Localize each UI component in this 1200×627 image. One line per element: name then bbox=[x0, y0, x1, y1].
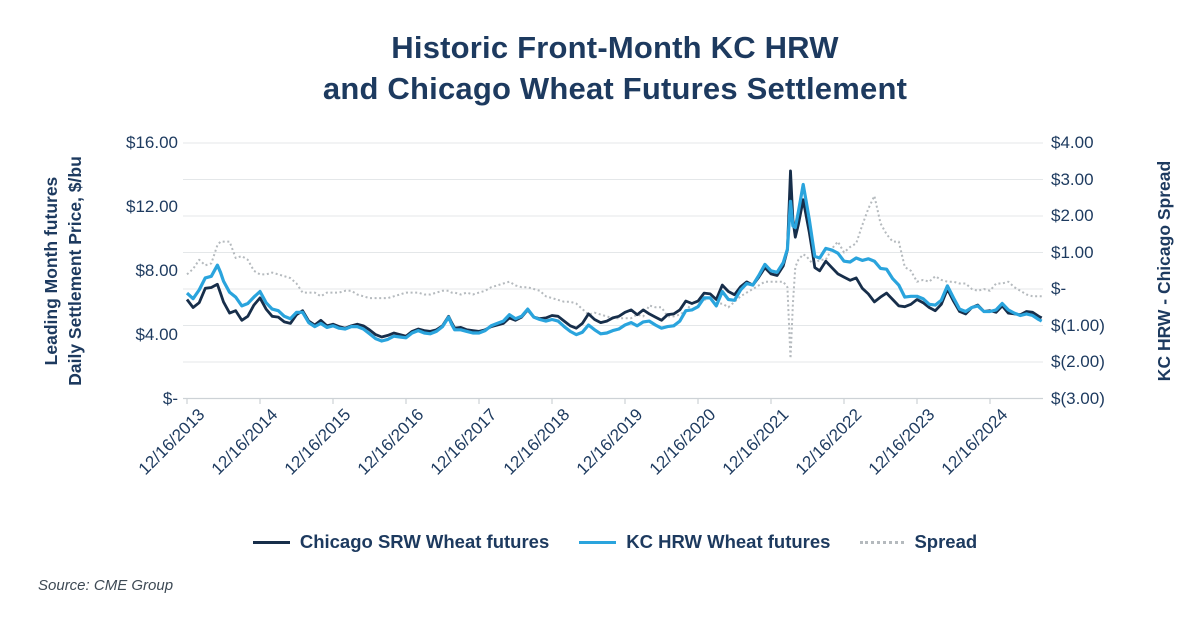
series-line-kc-hrw-wheat-futures bbox=[185, 182, 1043, 343]
legend-item-spread: Spread bbox=[860, 531, 977, 553]
left-axis-tick-label: $12.00 bbox=[126, 196, 178, 216]
right-axis-tick-label: $3.00 bbox=[1051, 169, 1094, 189]
legend-item-chicago-srw-wheat-futures: Chicago SRW Wheat futures bbox=[252, 531, 550, 553]
right-axis-tick-label: $(2.00) bbox=[1051, 352, 1105, 371]
legend-label: KC HRW Wheat futures bbox=[626, 531, 831, 552]
left-axis-title-line-1: Leading Month futures bbox=[41, 176, 61, 366]
left-axis-tick-label: $16.00 bbox=[126, 133, 178, 152]
right-axis-title: KC HRW - Chicago Spread bbox=[1154, 160, 1174, 382]
chart-title: Historic Front-Month KC HRW and Chicago … bbox=[30, 27, 1200, 109]
left-axis-title: Leading Month futures Daily Settlement P… bbox=[39, 156, 87, 386]
chart-title-line-1: Historic Front-Month KC HRW bbox=[391, 30, 839, 65]
legend-swatch bbox=[252, 540, 290, 544]
left-axis-tick-label: $8.00 bbox=[135, 260, 178, 280]
series-line-spread bbox=[186, 194, 1042, 360]
right-axis-tick-label: $- bbox=[1051, 279, 1067, 298]
legend-label: Spread bbox=[914, 531, 978, 552]
right-axis-tick-label: $(3.00) bbox=[1051, 388, 1105, 408]
left-axis-tick-label: $4.00 bbox=[135, 324, 178, 344]
right-axis-tick-label: $1.00 bbox=[1051, 242, 1094, 262]
source-note: Source: CME Group bbox=[38, 577, 174, 594]
legend-swatch bbox=[860, 540, 905, 544]
right-axis-tick-label: $2.00 bbox=[1051, 206, 1094, 225]
right-axis-tick-label: $(1.00) bbox=[1051, 315, 1105, 335]
legend-item-kc-hrw-wheat-futures: KC HRW Wheat futures bbox=[579, 531, 830, 553]
left-axis-tick-label: $- bbox=[162, 388, 178, 408]
right-axis-tick-label: $4.00 bbox=[1051, 133, 1094, 152]
legend-label: Chicago SRW Wheat futures bbox=[299, 531, 550, 552]
series-line-chicago-srw-wheat-futures bbox=[185, 169, 1043, 339]
legend-swatch bbox=[579, 540, 617, 544]
chart-title-line-2: and Chicago Wheat Futures Settlement bbox=[322, 71, 908, 106]
left-axis-title-line-2: Daily Settlement Price, $/bu bbox=[65, 156, 85, 386]
chart-legend: Chicago SRW Wheat futures KC HRW Wheat fu… bbox=[30, 531, 1200, 553]
